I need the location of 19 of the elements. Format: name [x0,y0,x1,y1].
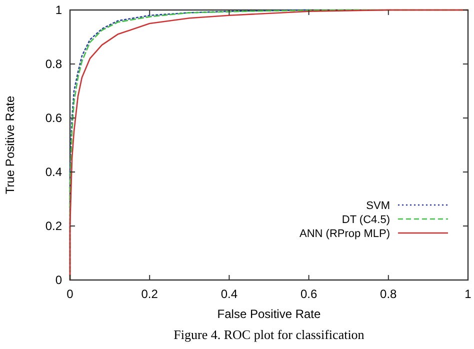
line-series [69,9,469,281]
y-axis-title: True Positive Rate [3,96,17,194]
y-tick-label: 0.4 [45,165,62,179]
legend-label: DT (C4.5) [342,214,390,226]
y-tick-label: 0.2 [45,219,62,233]
legend-label: ANN (RProp MLP) [300,228,390,240]
caption: Figure 4. ROC plot for classification [174,327,365,342]
x-tick-label: 1 [464,287,472,301]
x-tick-label: 0.6 [300,287,318,301]
legend-label: SVM [366,200,390,212]
x-tick-label: 0.4 [220,287,238,301]
y-tick-label: 1 [55,3,62,17]
x-tick-label: 0 [66,287,74,301]
y-tick-label: 0 [55,273,62,287]
x-tick-label: 0.2 [141,287,158,301]
y-tick-label: 0.6 [45,111,62,125]
y-tick-label: 0.8 [45,57,62,71]
x-tick-label: 0.8 [380,287,398,301]
x-axis-title: False Positive Rate [217,307,322,321]
